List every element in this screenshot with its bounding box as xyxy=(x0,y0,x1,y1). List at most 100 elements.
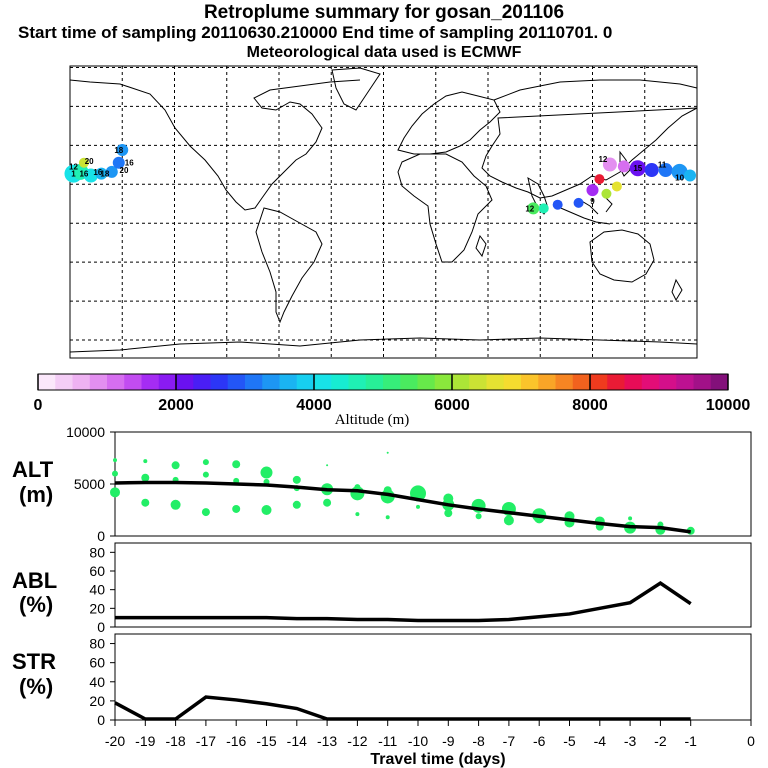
colorbar-tick-label: 8000 xyxy=(572,397,608,414)
alt-unit: (m) xyxy=(19,482,53,507)
colorbar-cell xyxy=(89,374,108,390)
colorbar-cell xyxy=(659,374,677,390)
str-ytick-label: 80 xyxy=(89,636,105,652)
coast-north-america xyxy=(69,79,361,211)
coast-greenland xyxy=(331,67,381,111)
coast-antarctica xyxy=(69,337,698,353)
colorbar-cell xyxy=(710,374,729,390)
colorbar-cell xyxy=(521,374,539,390)
plume-age-label: 15 xyxy=(633,164,642,173)
colorbar-cell xyxy=(607,374,625,390)
alt-ytick-label: 5000 xyxy=(74,476,105,492)
colorbar-cell xyxy=(555,374,574,390)
plume-age-label: 11 xyxy=(658,161,667,170)
colorbar-cell xyxy=(72,374,91,390)
colorbar-cell xyxy=(38,374,56,390)
plume-marker xyxy=(611,181,622,192)
x-tick-label: -13 xyxy=(317,733,337,749)
alt-point xyxy=(292,475,301,484)
x-tick-label: -12 xyxy=(347,733,367,749)
colorbar-cell xyxy=(314,374,332,390)
plume-marker xyxy=(602,157,617,172)
abl-ytick-label: 20 xyxy=(89,600,105,616)
colorbar-cell xyxy=(245,374,263,390)
plume-marker xyxy=(83,168,98,183)
x-tick-label: -15 xyxy=(256,733,276,749)
alt-point xyxy=(201,508,210,517)
coast-asia xyxy=(481,79,698,199)
x-tick-label: -1 xyxy=(684,733,697,749)
colorbar-cell xyxy=(693,374,712,390)
alt-point xyxy=(503,515,514,526)
x-tick-label: -18 xyxy=(165,733,185,749)
colorbar-cell xyxy=(469,374,487,390)
colorbar-cell xyxy=(417,374,436,390)
colorbar-cell xyxy=(572,374,591,390)
alt-point xyxy=(141,473,150,482)
plume-age-label: 16 xyxy=(125,159,134,168)
coast-africa xyxy=(397,153,493,263)
plume-marker xyxy=(629,160,646,177)
abl-label: ABL xyxy=(12,568,57,593)
alt-point xyxy=(143,459,148,464)
map-grid xyxy=(70,66,698,358)
colorbar-cell xyxy=(434,374,453,390)
x-tick-label: 0 xyxy=(747,733,755,749)
x-tick-label: -14 xyxy=(287,733,307,749)
plume-marker xyxy=(116,143,129,156)
alt-point xyxy=(141,498,150,507)
colorbar-cell xyxy=(55,374,73,390)
x-tick-label: -2 xyxy=(654,733,667,749)
x-tick-label: -11 xyxy=(378,733,397,749)
str-plot-frame xyxy=(114,633,752,721)
alt-point xyxy=(171,461,180,470)
alt-ytick-label: 0 xyxy=(97,528,105,544)
coast-australia xyxy=(589,229,655,283)
plume-age-label: 12 xyxy=(525,204,534,213)
time-series-panels: 10000 5000 0 ALT (m) 80 60 40 20 0 ABL (%) 80 6… xyxy=(12,424,755,768)
colorbar-cell xyxy=(124,374,142,390)
colorbar-ticks: 0 2000 4000 6000 8000 10000 xyxy=(34,374,751,414)
abl-ytick-label: 80 xyxy=(89,544,105,560)
alt-point xyxy=(385,515,390,520)
plume-marker xyxy=(105,165,118,178)
alt-point xyxy=(326,464,329,467)
colorbar-cell xyxy=(210,374,229,390)
x-tick-label: -19 xyxy=(135,733,155,749)
str-ytick-label: 0 xyxy=(97,712,105,728)
colorbar-cell xyxy=(641,374,660,390)
plume-age-label: 12 xyxy=(598,155,607,164)
coast-south-america xyxy=(255,207,323,324)
colorbar-cell xyxy=(279,374,298,390)
plume-marker xyxy=(78,157,89,168)
alt-point xyxy=(232,460,241,469)
colorbar-tick-label: 10000 xyxy=(706,397,751,414)
str-line xyxy=(114,695,691,721)
abl-ytick-label: 0 xyxy=(97,619,105,635)
alt-point xyxy=(110,487,120,498)
colorbar-cell xyxy=(331,374,349,390)
abl-ytick-label: 60 xyxy=(89,563,105,579)
str-unit: (%) xyxy=(19,674,53,699)
plume-marker xyxy=(617,160,630,173)
colorbar-cell xyxy=(107,374,125,390)
alt-point xyxy=(416,504,420,509)
colorbar-cell xyxy=(158,374,177,390)
coast-madagascar xyxy=(475,234,487,258)
plume-age-label: 16 xyxy=(93,168,102,177)
sampling-time-line: Start time of sampling 20110630.210000 E… xyxy=(18,23,613,42)
alt-point xyxy=(444,509,453,518)
alt-panel: 10000 5000 0 ALT (m) xyxy=(12,424,752,544)
colorbar-tick-label: 2000 xyxy=(158,397,194,414)
x-tick-label: -5 xyxy=(563,733,576,749)
alt-point xyxy=(170,499,181,510)
colorbar-cell xyxy=(227,374,246,390)
alt-point xyxy=(628,516,633,521)
plume-marker xyxy=(538,203,549,214)
colorbar-cell xyxy=(503,374,522,390)
x-tick-label: -4 xyxy=(594,733,607,749)
plume-marker xyxy=(601,188,612,199)
plume-marker xyxy=(644,163,659,178)
